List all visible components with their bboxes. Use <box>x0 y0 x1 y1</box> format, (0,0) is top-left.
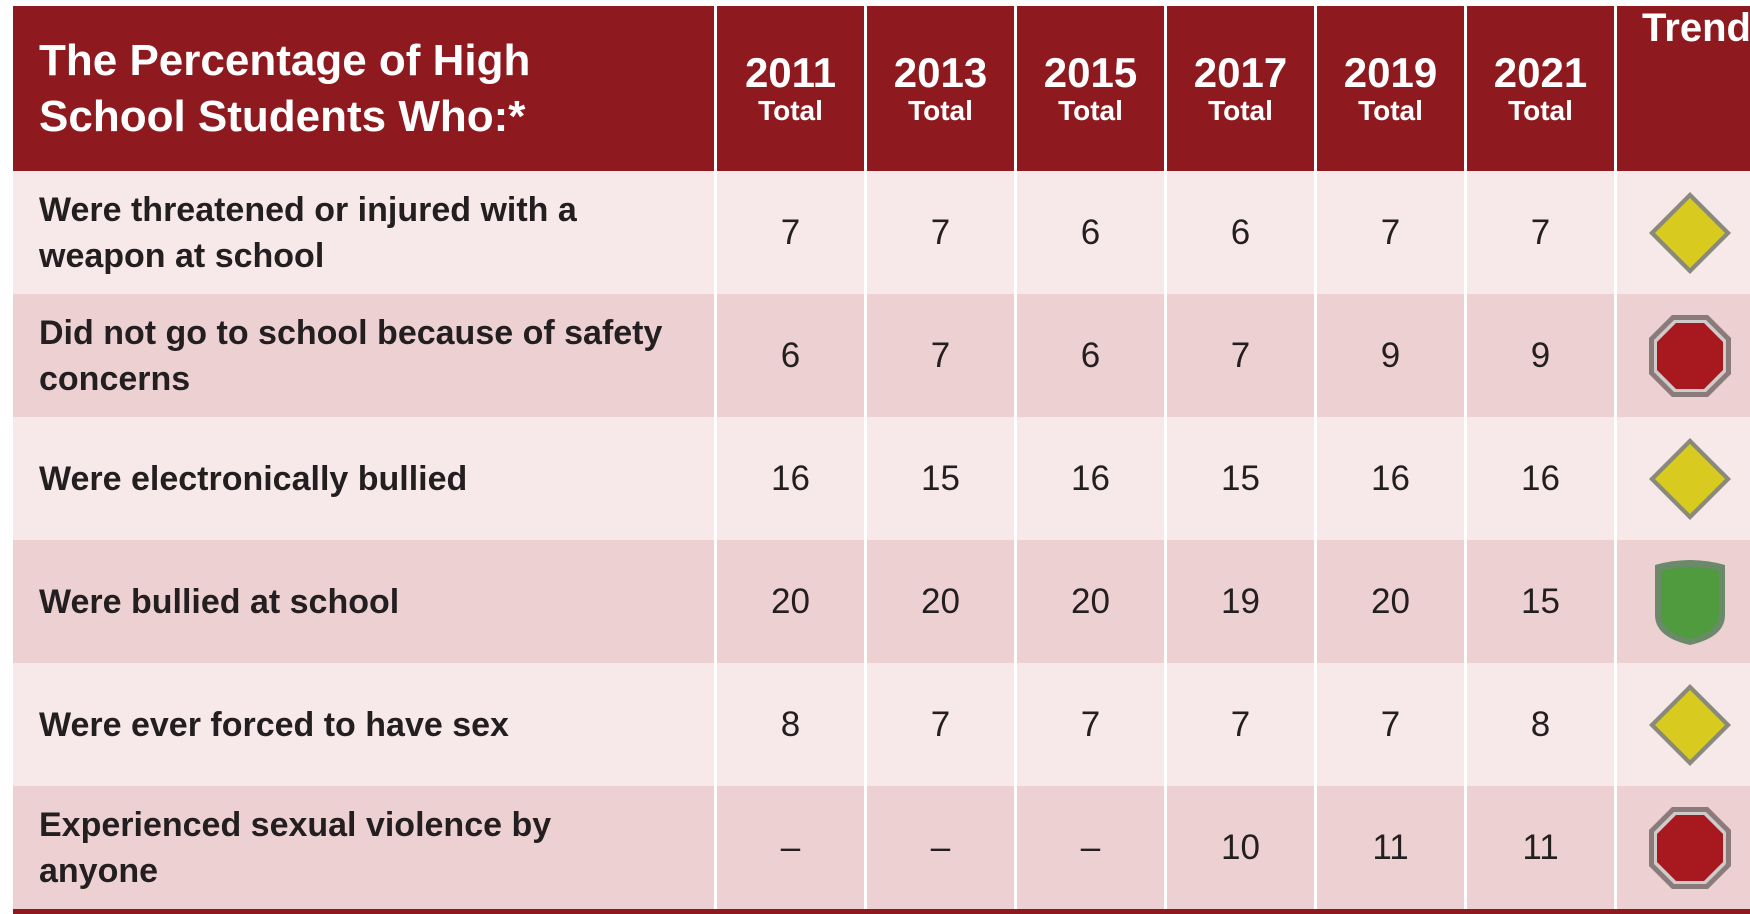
value-cell: 9 <box>1464 294 1614 417</box>
value-cell: 20 <box>1014 540 1164 663</box>
trend-cell <box>1614 786 1750 909</box>
value-cell: 6 <box>1014 171 1164 294</box>
value-cell: 7 <box>1314 171 1464 294</box>
value-cell: – <box>1014 786 1164 909</box>
value-cell: 8 <box>714 663 864 786</box>
value-cell: 8 <box>1464 663 1614 786</box>
value-cell: 7 <box>1164 294 1314 417</box>
trend-icon <box>1649 191 1731 274</box>
value-cell: 11 <box>1314 786 1464 909</box>
row-label: Were bullied at school <box>13 540 714 663</box>
value-cell: – <box>864 786 1014 909</box>
trend-icon <box>1649 314 1731 397</box>
value-cell: 16 <box>1014 417 1164 540</box>
value-cell: 20 <box>714 540 864 663</box>
trend-icon <box>1649 683 1731 766</box>
column-header: 2017 Total <box>1164 6 1314 171</box>
value-cell: 7 <box>1014 663 1164 786</box>
trend-cell <box>1614 294 1750 417</box>
year: 2013 <box>893 48 988 96</box>
value-cell: 20 <box>1314 540 1464 663</box>
row-label: Were electronically bullied <box>13 417 714 540</box>
value-cell: 7 <box>714 171 864 294</box>
value-cell: 20 <box>864 540 1014 663</box>
column-header: 2011 Total <box>714 6 864 171</box>
row-label: Were ever forced to have sex <box>13 663 714 786</box>
value-cell: 15 <box>1164 417 1314 540</box>
value-cell: 16 <box>1464 417 1614 540</box>
value-cell: 16 <box>1314 417 1464 540</box>
value-cell: 16 <box>714 417 864 540</box>
value-cell: 7 <box>1464 171 1614 294</box>
header-title: The Percentage of High School Students W… <box>13 6 714 171</box>
row-label: Were threatened or injured with a weapon… <box>13 171 714 294</box>
trend-icon <box>1649 437 1731 520</box>
subheader: Total <box>1358 94 1423 126</box>
trend-cell <box>1614 171 1750 294</box>
value-cell: 7 <box>864 663 1014 786</box>
row-label: Experienced sexual violence by anyone <box>13 786 714 909</box>
value-cell: 6 <box>1014 294 1164 417</box>
value-cell: – <box>714 786 864 909</box>
subheader: Total <box>1058 94 1123 126</box>
column-header: 2021 Total <box>1464 6 1614 171</box>
column-header: 2013 Total <box>864 6 1014 171</box>
table: The Percentage of High School Students W… <box>13 6 1750 914</box>
subheader: Total <box>758 94 823 126</box>
year: 2017 <box>1193 48 1288 96</box>
trend-header: Trend <box>1614 6 1750 171</box>
value-cell: 6 <box>1164 171 1314 294</box>
trend-cell <box>1614 417 1750 540</box>
value-cell: 15 <box>864 417 1014 540</box>
value-cell: 9 <box>1314 294 1464 417</box>
subheader: Total <box>908 94 973 126</box>
row-label: Did not go to school because of safety c… <box>13 294 714 417</box>
trend-cell <box>1614 540 1750 663</box>
column-header: 2019 Total <box>1314 6 1464 171</box>
value-cell: 7 <box>1164 663 1314 786</box>
trend-icon <box>1655 559 1725 645</box>
value-cell: 7 <box>864 171 1014 294</box>
value-cell: 19 <box>1164 540 1314 663</box>
year: 2011 <box>744 48 837 96</box>
value-cell: 7 <box>864 294 1014 417</box>
year: 2019 <box>1343 48 1438 96</box>
column-header: 2015 Total <box>1014 6 1164 171</box>
year: 2015 <box>1043 48 1138 96</box>
trend-cell <box>1614 663 1750 786</box>
value-cell: 10 <box>1164 786 1314 909</box>
value-cell: 11 <box>1464 786 1614 909</box>
subheader: Total <box>1208 94 1273 126</box>
value-cell: 6 <box>714 294 864 417</box>
value-cell: 15 <box>1464 540 1614 663</box>
subheader: Total <box>1508 94 1573 126</box>
year: 2021 <box>1493 48 1588 96</box>
trend-icon <box>1649 806 1731 889</box>
value-cell: 7 <box>1314 663 1464 786</box>
